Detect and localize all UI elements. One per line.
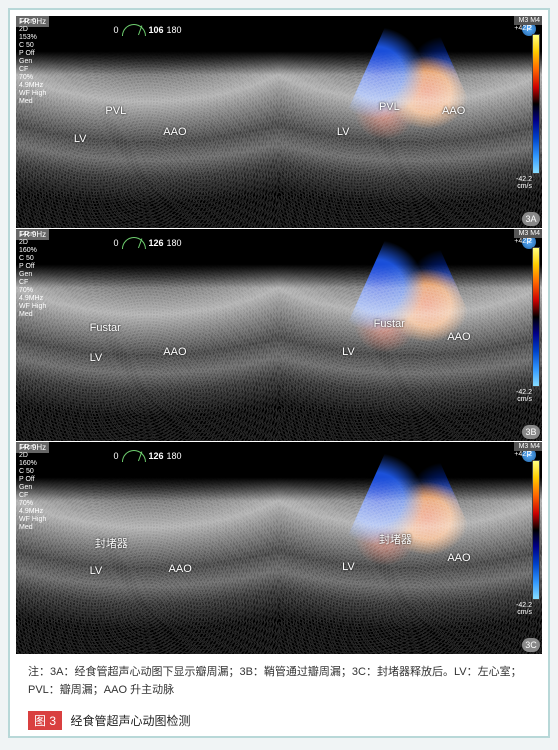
anatomy-label: LV bbox=[342, 346, 355, 358]
anatomy-label: PVL bbox=[379, 101, 400, 113]
anatomy-label: AAO bbox=[447, 331, 470, 343]
figure-number-badge: 图 3 bbox=[28, 711, 62, 730]
anatomy-label: LV bbox=[90, 565, 103, 577]
colorbar-max: +42.2 bbox=[514, 238, 542, 245]
colorbar-min: -42.2cm/s bbox=[514, 602, 542, 616]
figure-title-row: 图 3 经食管超声心动图检测 bbox=[16, 711, 542, 730]
figure-title: 经食管超声心动图检测 bbox=[70, 712, 190, 729]
anatomy-label: AAO bbox=[163, 126, 186, 138]
right-meta: M3 M4+42.2 -42.2cm/s bbox=[514, 442, 542, 654]
panel-left-grayscale: FR 9Hz14cm 2D 153% C 50 P Off Gen CF 70%… bbox=[16, 16, 279, 228]
acquisition-params: 14cm 2D 160% C 50 P Off Gen CF 70% 4.9MH… bbox=[19, 231, 46, 320]
anatomy-label: Fustar bbox=[90, 322, 121, 334]
m3m4-label: M3 M4 bbox=[514, 229, 542, 238]
anatomy-label: AAO bbox=[163, 346, 186, 358]
anatomy-label: AAO bbox=[169, 563, 192, 575]
angle-indicator: 0126180 bbox=[113, 450, 181, 462]
anatomy-label: 封堵器 bbox=[95, 535, 128, 551]
anatomy-label: AAO bbox=[442, 105, 465, 117]
colorbar-min: -42.2cm/s bbox=[514, 176, 542, 190]
anatomy-label: LV bbox=[342, 561, 355, 573]
ultrasound-panel-3C: FR 9Hz14cm 2D 160% C 50 P Off Gen CF 70%… bbox=[16, 442, 542, 654]
panel-left-grayscale: FR 9Hz14cm 2D 160% C 50 P Off Gen CF 70%… bbox=[16, 442, 279, 654]
panels-stack: FR 9Hz14cm 2D 153% C 50 P Off Gen CF 70%… bbox=[16, 16, 542, 654]
figure-container: FR 9Hz14cm 2D 153% C 50 P Off Gen CF 70%… bbox=[8, 8, 550, 738]
angle-arc-icon bbox=[121, 237, 145, 249]
anatomy-label: LV bbox=[337, 126, 350, 138]
panel-tag: 3C bbox=[522, 638, 540, 652]
anatomy-label: LV bbox=[90, 352, 103, 364]
velocity-colorbar bbox=[532, 34, 540, 174]
acquisition-params: 14cm 2D 153% C 50 P Off Gen CF 70% 4.9MH… bbox=[19, 18, 46, 107]
colorbar-max: +42.2 bbox=[514, 451, 542, 458]
panel-tag: 3B bbox=[522, 425, 540, 439]
m3m4-label: M3 M4 bbox=[514, 442, 542, 451]
anatomy-label: PVL bbox=[105, 105, 126, 117]
right-meta: M3 M4+42.2 -42.2cm/s bbox=[514, 16, 542, 228]
caption-line-2: PVL：瓣周漏；AAO 升主动脉 bbox=[28, 682, 534, 700]
angle-indicator: 0126180 bbox=[113, 237, 181, 249]
anatomy-label: Fustar bbox=[374, 318, 405, 330]
colorbar-min: -42.2cm/s bbox=[514, 389, 542, 403]
figure-caption: 注：3A：经食管超声心动图下显示瓣周漏；3B：鞘管通过瓣周漏；3C：封堵器释放后… bbox=[16, 664, 542, 705]
angle-arc-icon bbox=[121, 450, 145, 462]
anatomy-label: AAO bbox=[447, 552, 470, 564]
acquisition-params: 14cm 2D 160% C 50 P Off Gen CF 70% 4.9MH… bbox=[19, 444, 46, 533]
anatomy-label: LV bbox=[74, 133, 87, 145]
panel-right-doppler: PM3 M4+42.2-42.2cm/s3BFustarLVAAO bbox=[279, 229, 542, 441]
velocity-colorbar bbox=[532, 460, 540, 600]
ultrasound-panel-3A: FR 9Hz14cm 2D 153% C 50 P Off Gen CF 70%… bbox=[16, 16, 542, 228]
m3m4-label: M3 M4 bbox=[514, 16, 542, 25]
right-meta: M3 M4+42.2 -42.2cm/s bbox=[514, 229, 542, 441]
anatomy-label: 封堵器 bbox=[379, 531, 412, 547]
colorbar-max: +42.2 bbox=[514, 25, 542, 32]
velocity-colorbar bbox=[532, 247, 540, 387]
panel-tag: 3A bbox=[522, 212, 540, 226]
panel-left-grayscale: FR 9Hz14cm 2D 160% C 50 P Off Gen CF 70%… bbox=[16, 229, 279, 441]
ultrasound-panel-3B: FR 9Hz14cm 2D 160% C 50 P Off Gen CF 70%… bbox=[16, 229, 542, 441]
panel-right-doppler: PM3 M4+42.2-42.2cm/s3C封堵器LVAAO bbox=[279, 442, 542, 654]
angle-arc-icon bbox=[121, 24, 145, 36]
angle-indicator: 0106180 bbox=[113, 24, 181, 36]
panel-right-doppler: PM3 M4+42.2-42.2cm/s3APVLLVAAO bbox=[279, 16, 542, 228]
caption-line-1: 注：3A：经食管超声心动图下显示瓣周漏；3B：鞘管通过瓣周漏；3C：封堵器释放后… bbox=[28, 664, 534, 682]
